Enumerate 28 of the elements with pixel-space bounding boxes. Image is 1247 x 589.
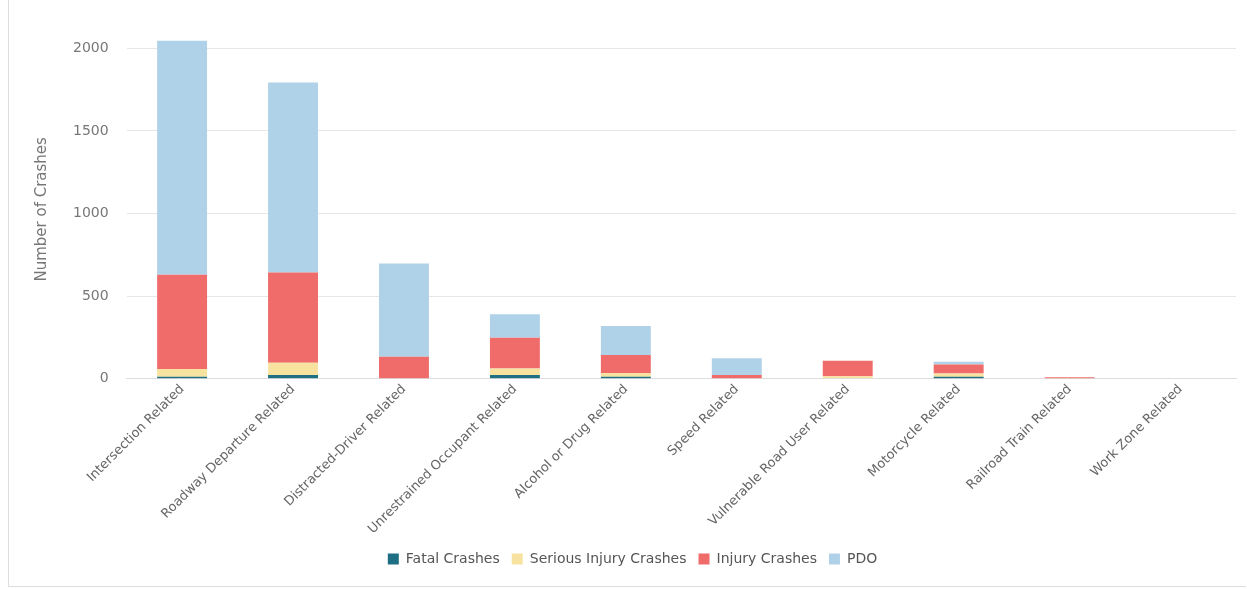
bar xyxy=(489,337,540,369)
bar xyxy=(268,82,318,273)
y-tick-label: 1000 xyxy=(72,204,109,221)
bar xyxy=(379,263,429,357)
bar xyxy=(268,362,318,376)
y-axis-title: Number of Crashes xyxy=(31,136,50,282)
legend-label: Serious Injury Crashes xyxy=(529,549,687,566)
y-tick-label: 1500 xyxy=(72,121,109,138)
bar xyxy=(157,369,208,377)
bar xyxy=(268,375,318,379)
bar xyxy=(489,314,540,338)
y-tick-label: 2000 xyxy=(72,38,109,55)
y-tick-label: 500 xyxy=(81,286,109,303)
bar xyxy=(600,325,651,356)
bar xyxy=(489,368,540,376)
bar xyxy=(933,364,984,374)
bar xyxy=(822,360,873,377)
legend-label: PDO xyxy=(846,549,878,566)
bar xyxy=(489,375,540,379)
legend-label: Injury Crashes xyxy=(716,549,817,566)
bar xyxy=(268,272,318,363)
bar xyxy=(711,358,762,376)
bar xyxy=(157,274,208,370)
y-tick-label: 0 xyxy=(99,369,109,386)
bar xyxy=(600,355,651,374)
bar xyxy=(157,40,208,275)
legend-label: Fatal Crashes xyxy=(405,549,500,566)
bar xyxy=(379,356,429,379)
